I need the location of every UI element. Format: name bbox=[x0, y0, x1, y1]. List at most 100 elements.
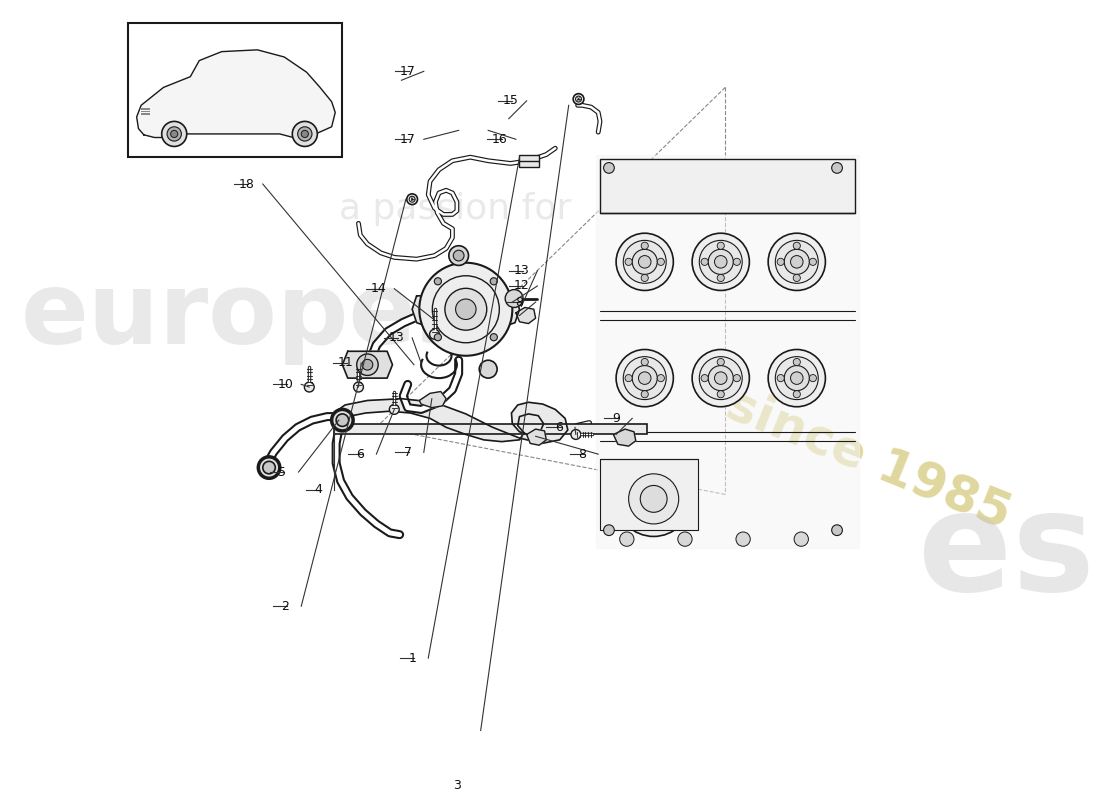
Circle shape bbox=[717, 358, 724, 366]
Circle shape bbox=[625, 374, 632, 382]
Circle shape bbox=[616, 234, 673, 290]
Circle shape bbox=[449, 246, 469, 266]
Circle shape bbox=[776, 240, 818, 283]
Circle shape bbox=[480, 360, 497, 378]
Circle shape bbox=[362, 359, 373, 370]
Circle shape bbox=[777, 258, 784, 266]
Circle shape bbox=[430, 330, 439, 339]
Circle shape bbox=[616, 462, 691, 537]
Circle shape bbox=[625, 258, 632, 266]
Circle shape bbox=[832, 525, 843, 535]
Circle shape bbox=[641, 242, 648, 250]
Circle shape bbox=[444, 288, 487, 330]
Polygon shape bbox=[595, 154, 859, 548]
Polygon shape bbox=[419, 391, 447, 408]
Circle shape bbox=[293, 122, 317, 146]
Text: 2: 2 bbox=[282, 600, 289, 613]
Circle shape bbox=[692, 350, 749, 406]
Polygon shape bbox=[614, 429, 636, 446]
Bar bbox=[600, 159, 855, 213]
Bar bbox=[141, 114, 150, 115]
Circle shape bbox=[717, 242, 724, 250]
Circle shape bbox=[657, 258, 664, 266]
Bar bbox=[141, 110, 150, 113]
Circle shape bbox=[419, 262, 513, 356]
Polygon shape bbox=[339, 398, 568, 443]
Bar bbox=[519, 154, 539, 167]
Circle shape bbox=[332, 410, 353, 431]
Circle shape bbox=[641, 358, 648, 366]
Circle shape bbox=[777, 374, 784, 382]
Circle shape bbox=[717, 390, 724, 398]
Circle shape bbox=[715, 372, 727, 384]
Text: since 1985: since 1985 bbox=[719, 381, 1018, 538]
Polygon shape bbox=[342, 351, 393, 378]
Circle shape bbox=[505, 290, 524, 307]
Circle shape bbox=[356, 354, 378, 375]
Circle shape bbox=[708, 250, 734, 274]
Circle shape bbox=[810, 258, 816, 266]
Circle shape bbox=[784, 250, 810, 274]
Circle shape bbox=[678, 532, 692, 546]
Circle shape bbox=[337, 414, 349, 426]
Text: 8: 8 bbox=[516, 295, 524, 309]
Circle shape bbox=[657, 374, 664, 382]
Text: 12: 12 bbox=[514, 279, 529, 293]
Circle shape bbox=[701, 374, 708, 382]
Polygon shape bbox=[412, 296, 519, 329]
Circle shape bbox=[491, 278, 497, 285]
Text: 7: 7 bbox=[404, 446, 411, 459]
Circle shape bbox=[632, 250, 657, 274]
Bar bbox=[128, 23, 342, 157]
Circle shape bbox=[793, 274, 801, 282]
Text: 10: 10 bbox=[277, 378, 293, 391]
Circle shape bbox=[768, 350, 825, 406]
Circle shape bbox=[736, 532, 750, 546]
Circle shape bbox=[305, 382, 315, 392]
Circle shape bbox=[734, 374, 740, 382]
Circle shape bbox=[641, 390, 648, 398]
Circle shape bbox=[793, 358, 801, 366]
Circle shape bbox=[794, 532, 808, 546]
Circle shape bbox=[407, 194, 418, 205]
Text: 13: 13 bbox=[388, 331, 404, 344]
Text: 6: 6 bbox=[356, 448, 364, 461]
Circle shape bbox=[717, 274, 724, 282]
Circle shape bbox=[641, 274, 648, 282]
Polygon shape bbox=[527, 429, 547, 446]
Bar bbox=[334, 424, 648, 434]
Text: 13: 13 bbox=[514, 264, 529, 278]
Circle shape bbox=[793, 390, 801, 398]
Circle shape bbox=[604, 525, 614, 535]
Circle shape bbox=[628, 474, 679, 524]
Text: 15: 15 bbox=[503, 94, 518, 107]
Circle shape bbox=[700, 240, 743, 283]
Circle shape bbox=[708, 366, 734, 390]
Circle shape bbox=[701, 258, 708, 266]
Circle shape bbox=[632, 366, 657, 390]
Text: 9: 9 bbox=[613, 412, 620, 425]
Circle shape bbox=[263, 462, 275, 474]
Polygon shape bbox=[136, 50, 336, 138]
Circle shape bbox=[301, 130, 308, 138]
Circle shape bbox=[434, 278, 441, 285]
Circle shape bbox=[810, 374, 816, 382]
Circle shape bbox=[453, 250, 464, 261]
Circle shape bbox=[353, 382, 363, 392]
Text: 6: 6 bbox=[554, 421, 563, 434]
Circle shape bbox=[768, 234, 825, 290]
Text: 3: 3 bbox=[453, 778, 461, 792]
Circle shape bbox=[715, 255, 727, 268]
Text: 16: 16 bbox=[492, 133, 508, 146]
Circle shape bbox=[604, 162, 614, 174]
Circle shape bbox=[455, 299, 476, 319]
Circle shape bbox=[491, 334, 497, 341]
Circle shape bbox=[258, 457, 279, 478]
Circle shape bbox=[640, 486, 667, 512]
Circle shape bbox=[619, 532, 634, 546]
Text: 4: 4 bbox=[315, 483, 322, 497]
Circle shape bbox=[734, 258, 740, 266]
Circle shape bbox=[573, 94, 584, 105]
Circle shape bbox=[616, 350, 673, 406]
Bar bbox=[600, 458, 698, 530]
